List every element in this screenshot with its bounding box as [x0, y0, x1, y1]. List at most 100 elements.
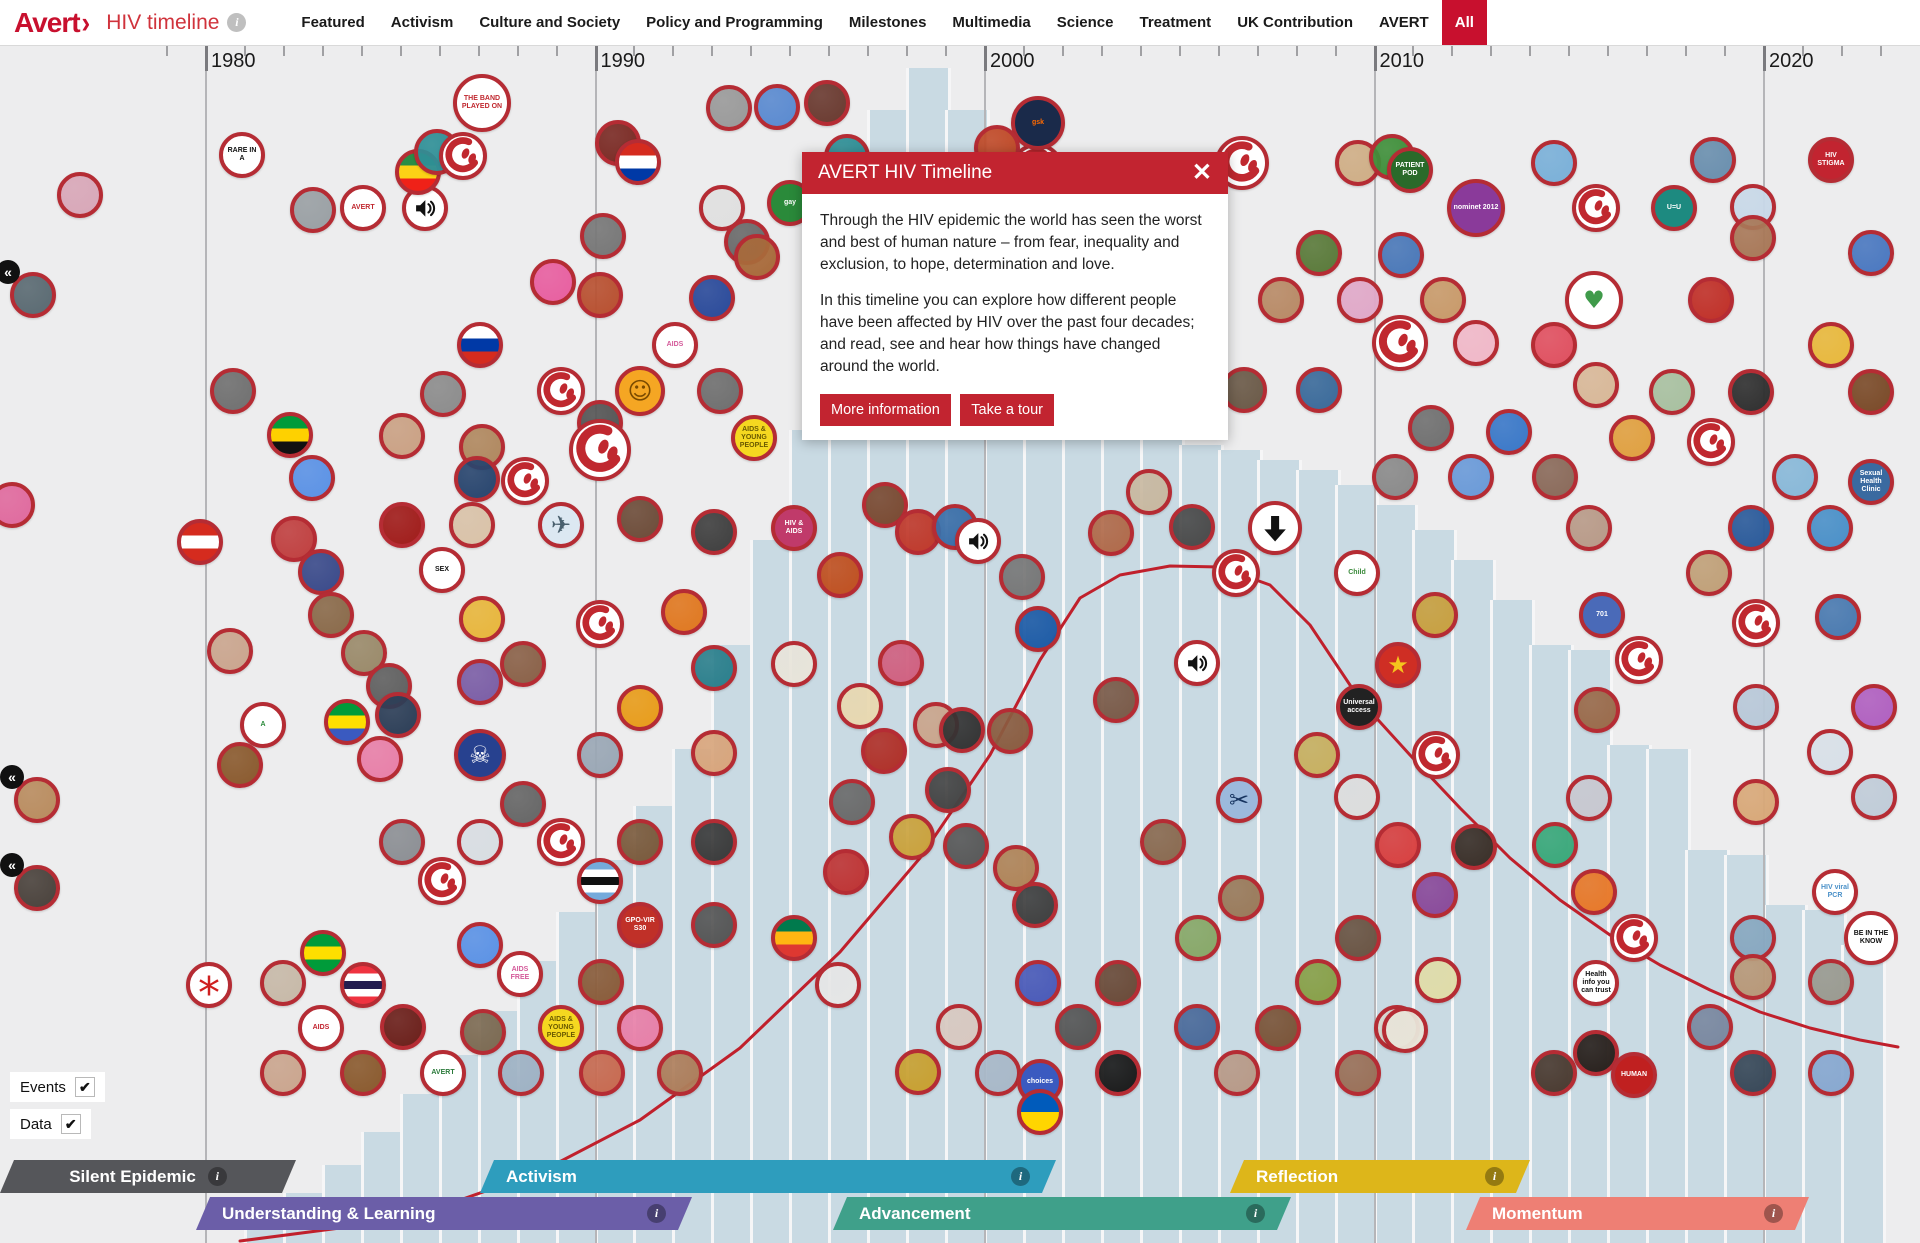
- event-icon-avert-ribbon[interactable]: [1615, 636, 1663, 684]
- event-icon-avert-ribbon[interactable]: [569, 419, 631, 481]
- event-icon-photo[interactable]: [1375, 822, 1421, 868]
- event-icon-photo[interactable]: [379, 819, 425, 865]
- event-icon-glyph[interactable]: *: [186, 962, 232, 1008]
- era-info-icon[interactable]: i: [208, 1167, 227, 1186]
- event-icon-photo[interactable]: [1531, 1050, 1577, 1096]
- event-icon-photo[interactable]: [457, 659, 503, 705]
- event-icon-photo[interactable]: [1848, 230, 1894, 276]
- event-icon-photo[interactable]: [1690, 137, 1736, 183]
- event-icon-photo[interactable]: [1730, 954, 1776, 1000]
- event-icon-photo[interactable]: [815, 962, 861, 1008]
- event-icon-avert-ribbon[interactable]: [1610, 914, 1658, 962]
- event-icon-nominet-2012[interactable]: nominet 2012: [1447, 179, 1505, 237]
- era-info-icon[interactable]: i: [1764, 1204, 1783, 1223]
- event-icon-photo[interactable]: [1733, 684, 1779, 730]
- nav-item-all[interactable]: All: [1441, 0, 1487, 45]
- event-icon-flag[interactable]: [1017, 1089, 1063, 1135]
- event-icon-photo[interactable]: [1126, 469, 1172, 515]
- event-icon-photo[interactable]: [1486, 409, 1532, 455]
- event-icon-glyph[interactable]: ☠: [454, 729, 506, 781]
- more-events-left-badge[interactable]: «: [0, 853, 24, 877]
- event-icon-photo[interactable]: [460, 1009, 506, 1055]
- event-icon-photo[interactable]: [1012, 882, 1058, 928]
- event-icon-photo[interactable]: [895, 1049, 941, 1095]
- event-icon-photo[interactable]: [697, 368, 743, 414]
- data-toggle[interactable]: Data ✔: [10, 1109, 91, 1139]
- event-icon-photo[interactable]: [454, 456, 500, 502]
- event-icon-aids-young-people[interactable]: AIDS & YOUNG PEOPLE: [731, 415, 777, 461]
- event-icon-photo[interactable]: [1649, 369, 1695, 415]
- event-icon-photo[interactable]: [260, 1050, 306, 1096]
- event-icon-be-in-the-know[interactable]: BE IN THE KNOW: [1844, 911, 1898, 965]
- event-icon-avert-ribbon[interactable]: [1412, 731, 1460, 779]
- nav-item-milestones[interactable]: Milestones: [848, 14, 927, 31]
- event-icon-701[interactable]: 701: [1579, 592, 1625, 638]
- event-icon-flag[interactable]: [340, 962, 386, 1008]
- events-toggle[interactable]: Events ✔: [10, 1072, 105, 1102]
- event-icon-photo[interactable]: [210, 368, 256, 414]
- event-icon-photo[interactable]: [1571, 869, 1617, 915]
- event-icon-photo[interactable]: [1335, 915, 1381, 961]
- event-icon-photo[interactable]: [1573, 362, 1619, 408]
- event-icon-hiv-viral-pcr[interactable]: HIV viral PCR: [1812, 869, 1858, 915]
- event-icon-photo[interactable]: [1174, 1004, 1220, 1050]
- event-icon-photo[interactable]: [1378, 232, 1424, 278]
- event-icon-photo[interactable]: [1055, 1004, 1101, 1050]
- event-icon-photo[interactable]: [457, 819, 503, 865]
- era-info-icon[interactable]: i: [1246, 1204, 1265, 1223]
- event-icon-hiv-aids[interactable]: HIV & AIDS: [771, 505, 817, 551]
- event-icon-glyph[interactable]: ☺: [615, 366, 665, 416]
- event-icon-photo[interactable]: [691, 902, 737, 948]
- event-icon-photo[interactable]: [577, 272, 623, 318]
- event-icon-photo[interactable]: [1093, 677, 1139, 723]
- event-icon-photo[interactable]: [1815, 594, 1861, 640]
- more-events-left-badge[interactable]: «: [0, 765, 24, 789]
- event-icon-photo[interactable]: [1095, 1050, 1141, 1096]
- event-icon-photo[interactable]: [1448, 454, 1494, 500]
- event-icon-photo[interactable]: [1175, 915, 1221, 961]
- event-icon-photo[interactable]: [1566, 505, 1612, 551]
- event-icon-gsk[interactable]: gsk: [1011, 96, 1065, 150]
- event-icon-photo[interactable]: [1218, 875, 1264, 921]
- event-icon-photo[interactable]: [1412, 592, 1458, 638]
- event-icon-photo[interactable]: [1335, 1050, 1381, 1096]
- era-info-icon[interactable]: i: [1011, 1167, 1030, 1186]
- event-icon-photo[interactable]: [1772, 454, 1818, 500]
- event-icon-flag[interactable]: [577, 858, 623, 904]
- event-icon-audio[interactable]: [1174, 640, 1220, 686]
- event-icon-flag[interactable]: [300, 930, 346, 976]
- event-icon-photo[interactable]: [1609, 415, 1655, 461]
- event-icon-photo[interactable]: [889, 814, 935, 860]
- event-icon-photo[interactable]: [1415, 957, 1461, 1003]
- event-icon-photo[interactable]: [14, 777, 60, 823]
- event-icon-avert-ribbon[interactable]: [1732, 599, 1780, 647]
- event-icon-photo[interactable]: [1169, 504, 1215, 550]
- event-icon-photo[interactable]: [1372, 454, 1418, 500]
- event-icon-avert-ribbon[interactable]: [537, 818, 585, 866]
- event-icon-photo[interactable]: [290, 187, 336, 233]
- event-icon-photo[interactable]: [657, 1050, 703, 1096]
- events-checkbox[interactable]: ✔: [74, 1077, 95, 1097]
- event-icon-photo[interactable]: [706, 85, 752, 131]
- event-icon-photo[interactable]: [1221, 367, 1267, 413]
- event-icon-photo[interactable]: [57, 172, 103, 218]
- nav-item-treatment[interactable]: Treatment: [1139, 14, 1212, 31]
- event-icon-photo[interactable]: [1334, 774, 1380, 820]
- event-icon-photo[interactable]: [207, 628, 253, 674]
- take-a-tour-button[interactable]: Take a tour: [960, 394, 1054, 426]
- event-icon-photo[interactable]: [1337, 277, 1383, 323]
- event-icon-flag[interactable]: [267, 412, 313, 458]
- event-icon-photo[interactable]: [10, 272, 56, 318]
- event-icon-a[interactable]: A: [240, 702, 286, 748]
- event-icon-photo[interactable]: [617, 1005, 663, 1051]
- event-icon-photo[interactable]: [530, 259, 576, 305]
- event-icon-sex[interactable]: SEX: [419, 547, 465, 593]
- avert-logo[interactable]: Avert › HIV timeline i: [14, 5, 247, 39]
- event-icon-avert-ribbon[interactable]: [1215, 136, 1269, 190]
- event-icon-avert-ribbon[interactable]: [501, 457, 549, 505]
- event-icon-aids-young-people[interactable]: AIDS & YOUNG PEOPLE: [538, 1005, 584, 1051]
- event-icon-aids[interactable]: AIDS: [298, 1005, 344, 1051]
- event-icon-photo[interactable]: [1408, 405, 1454, 451]
- event-icon-photo[interactable]: [1095, 960, 1141, 1006]
- nav-item-science[interactable]: Science: [1056, 14, 1114, 31]
